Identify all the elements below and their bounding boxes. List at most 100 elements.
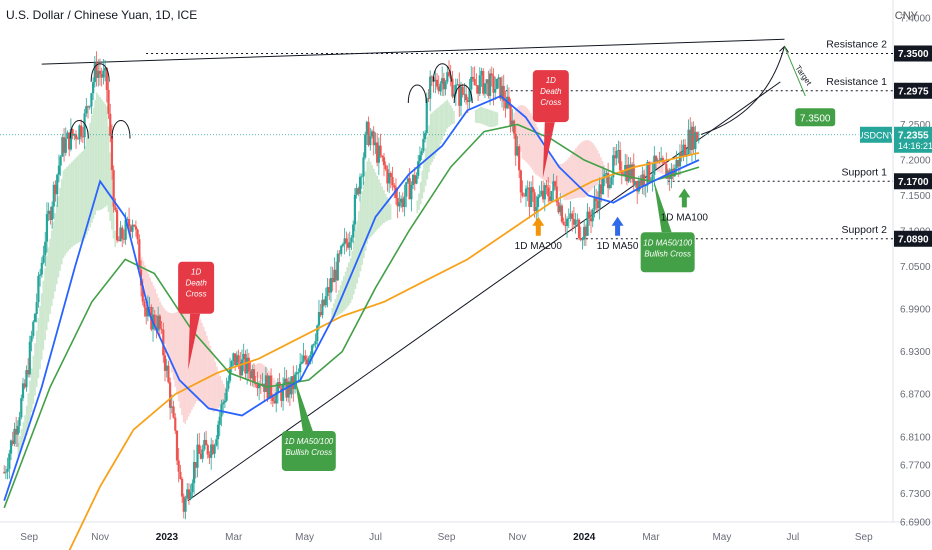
ichimoku-cloud-segment <box>99 97 101 211</box>
ichimoku-cloud-segment <box>528 110 530 166</box>
candle-body <box>126 219 129 221</box>
ichimoku-cloud-segment <box>72 160 75 246</box>
candle-body <box>15 428 18 435</box>
ichimoku-cloud-segment <box>334 298 337 318</box>
candle-body <box>40 262 43 275</box>
ichimoku-cloud-segment <box>603 165 606 184</box>
candle-body <box>98 70 102 75</box>
candle-body <box>230 361 233 367</box>
candle-body <box>355 188 358 195</box>
candle-body <box>117 240 120 242</box>
candle-body <box>45 213 49 242</box>
candle-body <box>494 88 497 93</box>
ichimoku-cloud-segment <box>483 107 485 125</box>
ichimoku-cloud-segment <box>32 355 35 405</box>
candle-body <box>64 138 67 153</box>
candle-body <box>581 239 584 241</box>
candle-body <box>316 325 319 342</box>
ichimoku-cloud-segment <box>209 345 212 410</box>
candle-body <box>69 129 72 150</box>
ichimoku-cloud-segment <box>57 196 60 278</box>
candle-body <box>690 126 694 150</box>
candle-body <box>461 86 464 95</box>
ichimoku-cloud-segment <box>650 161 652 175</box>
candle-body <box>105 67 108 90</box>
ichimoku-cloud-segment <box>533 119 535 173</box>
candle-body <box>362 157 365 177</box>
candle-body <box>576 219 579 221</box>
candle-body <box>57 165 61 175</box>
ichimoku-cloud-segment <box>274 380 277 396</box>
level-name: Resistance 1 <box>826 76 887 88</box>
ichimoku-cloud-segment <box>548 153 550 184</box>
candle-body <box>391 177 394 186</box>
ichimoku-cloud-segment <box>573 150 576 199</box>
candle-body <box>192 461 196 484</box>
candle-body <box>319 312 322 316</box>
candle-body <box>497 77 500 79</box>
candle-body <box>572 219 575 225</box>
ichimoku-cloud-segment <box>593 144 596 188</box>
candle-body <box>542 190 545 200</box>
y-tick-label: 6.8700 <box>900 390 931 401</box>
ichimoku-cloud-segment <box>70 162 73 248</box>
ichimoku-cloud-segment <box>474 110 477 123</box>
ichimoku-cloud-segment <box>538 131 540 177</box>
ichimoku-cloud-segment <box>384 193 387 222</box>
candle-body <box>136 229 139 240</box>
ichimoku-cloud-segment <box>75 156 78 244</box>
ichimoku-cloud-segment <box>521 105 524 159</box>
ma200-line <box>68 152 700 550</box>
last-price-label: 7.2355 <box>898 130 929 141</box>
candle-body <box>417 161 420 176</box>
candle-body <box>317 312 321 326</box>
chart-title: U.S. Dollar / Chinese Yuan, 1D, ICE <box>6 8 198 22</box>
candle-body <box>304 355 307 360</box>
candle-body <box>473 78 476 86</box>
ichimoku-cloud-segment <box>59 187 61 271</box>
ma-arrow <box>611 216 624 236</box>
candle-body <box>543 185 546 200</box>
candle-body <box>141 285 144 302</box>
ma-arrow-label: 1D MA100 <box>661 212 709 223</box>
y-tick-label: 7.0500 <box>900 262 931 273</box>
candle-body <box>617 150 620 151</box>
candle-body <box>252 369 256 383</box>
candle-body <box>446 72 449 82</box>
candle-body <box>182 496 185 512</box>
target-box <box>795 108 836 127</box>
candle-body <box>25 370 28 388</box>
candle-body <box>523 195 526 197</box>
callout-text: 1D MA50/100 <box>643 238 692 247</box>
candle-body <box>201 449 204 459</box>
currency-label: CNY <box>894 10 918 22</box>
candle-body <box>654 155 658 163</box>
ichimoku-cloud-segment <box>526 108 529 164</box>
ichimoku-cloud-segment <box>54 213 56 292</box>
candle-body <box>311 345 314 355</box>
candle-body <box>403 196 406 207</box>
candle-body <box>687 129 690 154</box>
ichimoku-cloud-segment <box>204 331 207 405</box>
candle-body <box>88 106 91 108</box>
candle-body <box>574 220 577 225</box>
ichimoku-cloud-segment <box>486 109 489 127</box>
candle-body <box>163 355 167 371</box>
candle-body <box>312 344 315 346</box>
candle-body <box>314 341 317 345</box>
ichimoku-cloud-segment <box>167 312 170 358</box>
candle-body <box>80 125 83 137</box>
candle-body <box>143 301 146 308</box>
candle-body <box>146 307 149 317</box>
ichimoku-cloud-segment <box>206 335 208 407</box>
ichimoku-cloud-segment <box>164 309 167 345</box>
ichimoku-cloud-segment <box>481 107 484 125</box>
candle-body <box>134 226 138 230</box>
candle-body <box>482 70 485 94</box>
ichimoku-cloud-segment <box>197 316 200 402</box>
y-tick-label: 6.9900 <box>900 305 931 316</box>
candle-body <box>331 277 334 283</box>
ichimoku-cloud-segment <box>585 140 587 197</box>
candle-body <box>608 184 611 189</box>
